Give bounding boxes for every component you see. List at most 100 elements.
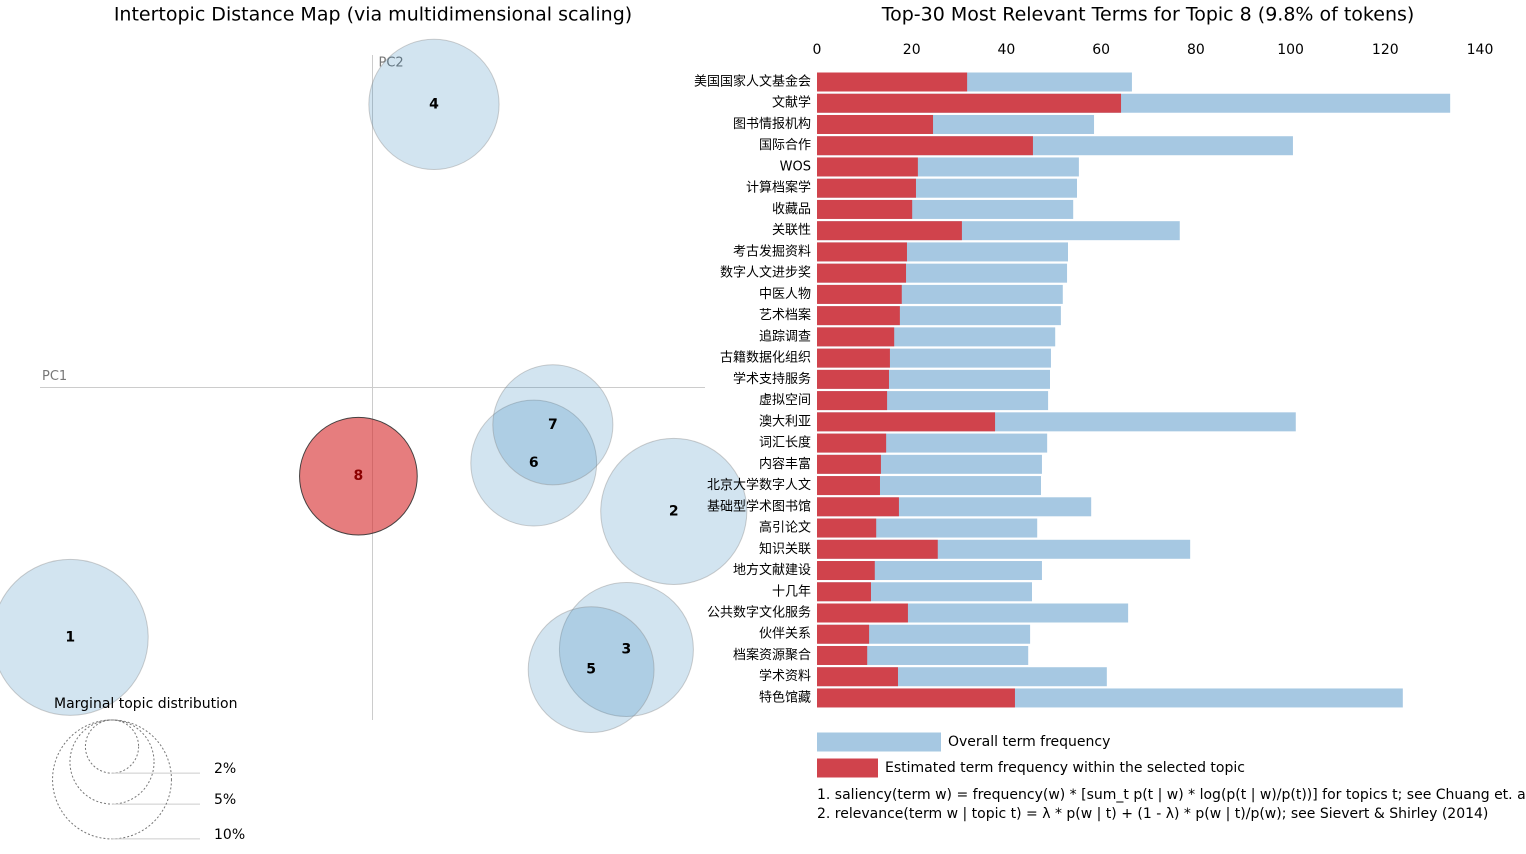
term-label: WOS	[780, 159, 811, 174]
topic-label: 5	[586, 662, 596, 678]
x-tick-label: 60	[1092, 42, 1110, 58]
term-label: 澳大利亚	[759, 413, 811, 429]
term-label: 虚拟空间	[759, 393, 811, 408]
topic-bar	[817, 199, 913, 219]
topic-bar	[817, 72, 968, 92]
topic-label: 7	[548, 417, 558, 433]
overall-bar	[817, 645, 1029, 665]
x-tick-label: 100	[1277, 42, 1304, 58]
topic-bubble	[558, 581, 694, 717]
term-label: 考古发掘资料	[733, 243, 811, 259]
pc2-label: PC2	[379, 56, 404, 71]
topic-bubble	[0, 558, 149, 716]
size-legend-title: Marginal topic distribution	[54, 696, 238, 712]
term-label: 十几年	[772, 584, 811, 599]
legend-label: Estimated term frequency within the sele…	[885, 760, 1245, 776]
term-label: 特色馆藏	[759, 689, 811, 705]
topic-bar	[817, 391, 888, 411]
topic-bubble	[299, 416, 418, 536]
size-legend-label: 2%	[214, 761, 236, 777]
topic-bar	[817, 348, 890, 368]
term-label: 词汇长度	[759, 435, 811, 451]
x-tick-label: 120	[1372, 42, 1399, 58]
overall-bar	[817, 624, 1031, 644]
topic-bar	[817, 221, 962, 241]
x-tick-label: 140	[1467, 42, 1494, 58]
topic-bar	[817, 667, 898, 687]
topic-bar	[817, 624, 870, 644]
term-label: 知识关联	[759, 541, 811, 557]
term-label: 伙伴关系	[759, 627, 811, 642]
topic-label: 1	[65, 629, 75, 645]
topic-bar	[817, 114, 934, 134]
legend-label: Overall term frequency	[948, 734, 1110, 750]
x-tick-label: 20	[903, 42, 921, 58]
topic-bar	[817, 518, 877, 538]
topic-bar	[817, 497, 899, 517]
term-label: 北京大学数字人文	[707, 477, 811, 493]
topic-bar	[817, 603, 908, 623]
topic-label: 2	[669, 503, 679, 519]
term-label: 追踪调查	[759, 328, 811, 344]
x-tick-label: 40	[998, 42, 1016, 58]
term-label: 基础型学术图书馆	[707, 498, 811, 514]
term-label: 学术支持服务	[733, 371, 811, 387]
topic-bubble	[368, 38, 500, 170]
size-legend-circle	[69, 719, 155, 805]
topic-bubble	[527, 606, 655, 734]
bar-title: Top-30 Most Relevant Terms for Topic 8 (…	[881, 4, 1415, 26]
size-legend-label: 10%	[214, 827, 245, 843]
topic-bubble	[600, 437, 748, 585]
topic-label: 3	[622, 641, 632, 657]
term-label: 文献学	[772, 95, 811, 111]
term-label: 档案资源聚合	[733, 648, 811, 663]
topic-bar	[817, 369, 889, 389]
topic-bar	[817, 412, 996, 432]
topic-bar	[817, 93, 1122, 113]
topic-bar	[817, 561, 875, 581]
size-legend-circle	[52, 719, 172, 840]
topic-bar	[817, 263, 907, 283]
topic-bar	[817, 178, 916, 198]
topic-bar	[817, 242, 907, 262]
topic-bubble	[470, 399, 598, 527]
term-label: 国际合作	[759, 138, 811, 153]
term-label: 公共数字文化服务	[707, 605, 811, 621]
term-label: 中医人物	[759, 287, 811, 302]
topic-bar	[817, 157, 918, 177]
pc1-label: PC1	[42, 369, 67, 384]
note: 1. saliency(term w) = frequency(w) * [su…	[817, 787, 1526, 803]
map-title: Intertopic Distance Map (via multidimens…	[114, 4, 632, 26]
topic-bar	[817, 582, 871, 602]
size-legend-label: 5%	[214, 792, 236, 808]
topic-bar	[817, 645, 868, 665]
term-label: 美国国家人文基金会	[694, 74, 811, 90]
topic-bar	[817, 327, 895, 347]
topic-bubble	[492, 364, 614, 486]
term-label: 内容丰富	[759, 456, 811, 472]
x-tick-label: 80	[1187, 42, 1205, 58]
legend-swatch	[817, 758, 878, 778]
term-label: 收藏品	[772, 202, 811, 217]
term-label: 计算档案学	[746, 180, 811, 196]
topic-bar	[817, 454, 881, 474]
term-label: 高引论文	[759, 520, 811, 536]
term-label: 学术资料	[759, 668, 811, 684]
topic-bar	[817, 433, 887, 453]
term-label: 艺术档案	[759, 308, 811, 323]
x-tick-label: 0	[813, 42, 822, 58]
size-legend-circle	[84, 719, 140, 774]
topic-bar	[817, 136, 1033, 156]
term-label: 数字人文进步奖	[720, 266, 811, 281]
note: 2. relevance(term w | topic t) = λ * p(w…	[817, 806, 1488, 822]
term-label: 图书情报机构	[733, 117, 811, 132]
topic-bar	[817, 284, 902, 304]
term-label: 古籍数据化组织	[720, 350, 811, 366]
topic-label: 6	[529, 455, 539, 471]
legend-swatch	[817, 732, 941, 752]
term-label: 关联性	[772, 223, 811, 238]
term-label: 地方文献建设	[733, 562, 811, 578]
topic-label: 4	[429, 96, 439, 112]
topic-label: 8	[354, 468, 364, 484]
